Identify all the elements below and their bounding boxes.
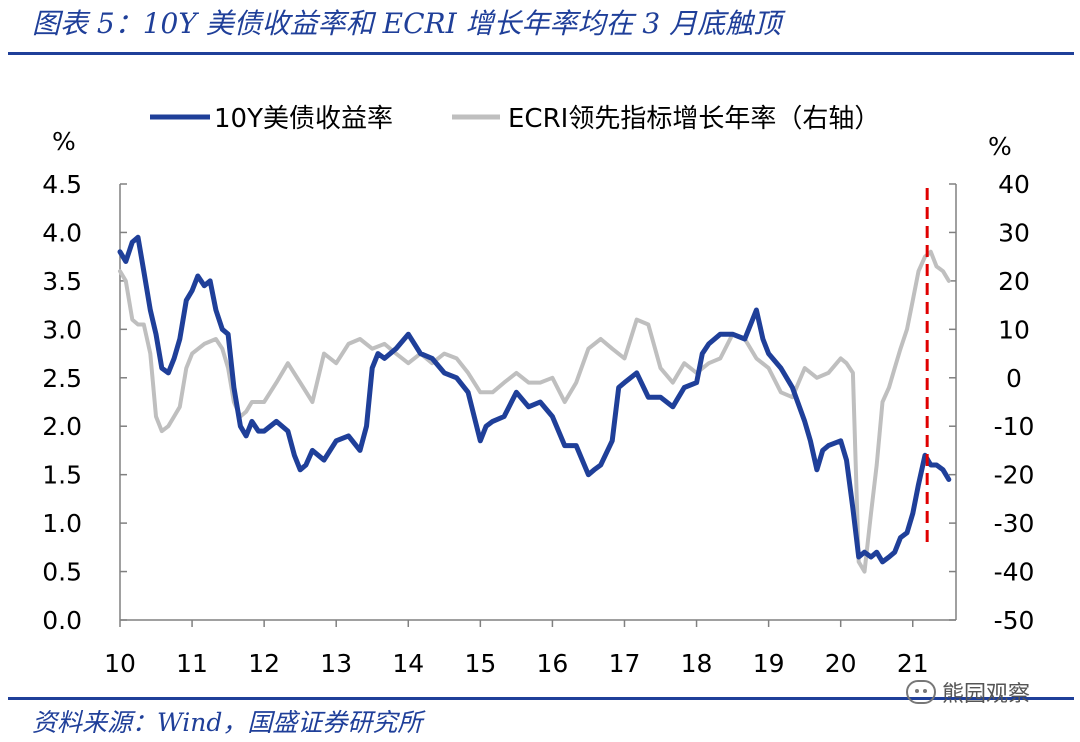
right-tick-label: 30: [998, 218, 1030, 247]
x-tick-label: 16: [537, 649, 569, 678]
legend: 10Y美债收益率 ECRI领先指标增长年率（右轴）: [150, 104, 880, 134]
right-tick-label: -50: [994, 606, 1035, 635]
left-tick-label: 1.0: [42, 509, 82, 538]
right-tick-label: 40: [998, 170, 1030, 199]
left-tick-label: 2.5: [42, 364, 82, 393]
left-tick-label: 3.0: [42, 315, 82, 344]
x-tick-label: 18: [681, 649, 713, 678]
right-axis-unit: %: [988, 132, 1012, 161]
left-tick-label: 3.5: [42, 267, 82, 296]
right-tick-label: 10: [998, 315, 1030, 344]
watermark: 熊园观察: [906, 676, 1030, 708]
series-line-ecri: [118, 249, 951, 574]
title-rule: [8, 52, 1074, 55]
x-tick-label: 20: [825, 649, 857, 678]
legend-label-yield: 10Y美债收益率: [214, 104, 393, 134]
right-tick-label: -40: [994, 558, 1035, 587]
watermark-label: 熊园观察: [942, 682, 1031, 707]
source-note: 资料来源：Wind，国盛证券研究所: [32, 708, 423, 737]
x-tick-label: 15: [464, 649, 496, 678]
left-tick-label: 4.5: [42, 170, 82, 199]
right-tick-label: -10: [994, 412, 1035, 441]
series-group: [117, 188, 952, 574]
legend-label-ecri: ECRI领先指标增长年率（右轴）: [508, 104, 880, 134]
x-tick-label: 17: [609, 649, 641, 678]
footer-rule: [8, 697, 1074, 700]
x-tick-label: 12: [248, 649, 280, 678]
x-tick-label: 19: [753, 649, 785, 678]
left-tick-label: 0.5: [42, 558, 82, 587]
left-tick-label: 4.0: [42, 218, 82, 247]
x-tick-label: 13: [320, 649, 352, 678]
right-tick-label: -30: [994, 509, 1035, 538]
x-tick-label: 21: [897, 649, 929, 678]
right-tick-label: 20: [998, 267, 1030, 296]
left-tick-label: 0.0: [42, 606, 82, 635]
x-tick-label: 11: [176, 649, 208, 678]
right-tick-label: 0: [1006, 364, 1022, 393]
right-tick-label: -20: [994, 461, 1035, 490]
left-tick-label: 1.5: [42, 461, 82, 490]
left-tick-label: 2.0: [42, 412, 82, 441]
wechat-icon: [906, 680, 936, 704]
axes: 0.0 0.5 1.0 1.5 2.0 2.5 3.0 3.5 4.0 4.5 -50 -40 -30 -…: [42, 170, 1034, 678]
left-axis-unit: %: [52, 127, 76, 156]
x-tick-label: 14: [392, 649, 424, 678]
page-title: 图表 5：10Y 美债收益率和 ECRI 增长年率均在 3 月底触顶: [32, 7, 782, 40]
series-line-10y-yield: [117, 234, 952, 565]
x-tick-label: 10: [104, 649, 136, 678]
